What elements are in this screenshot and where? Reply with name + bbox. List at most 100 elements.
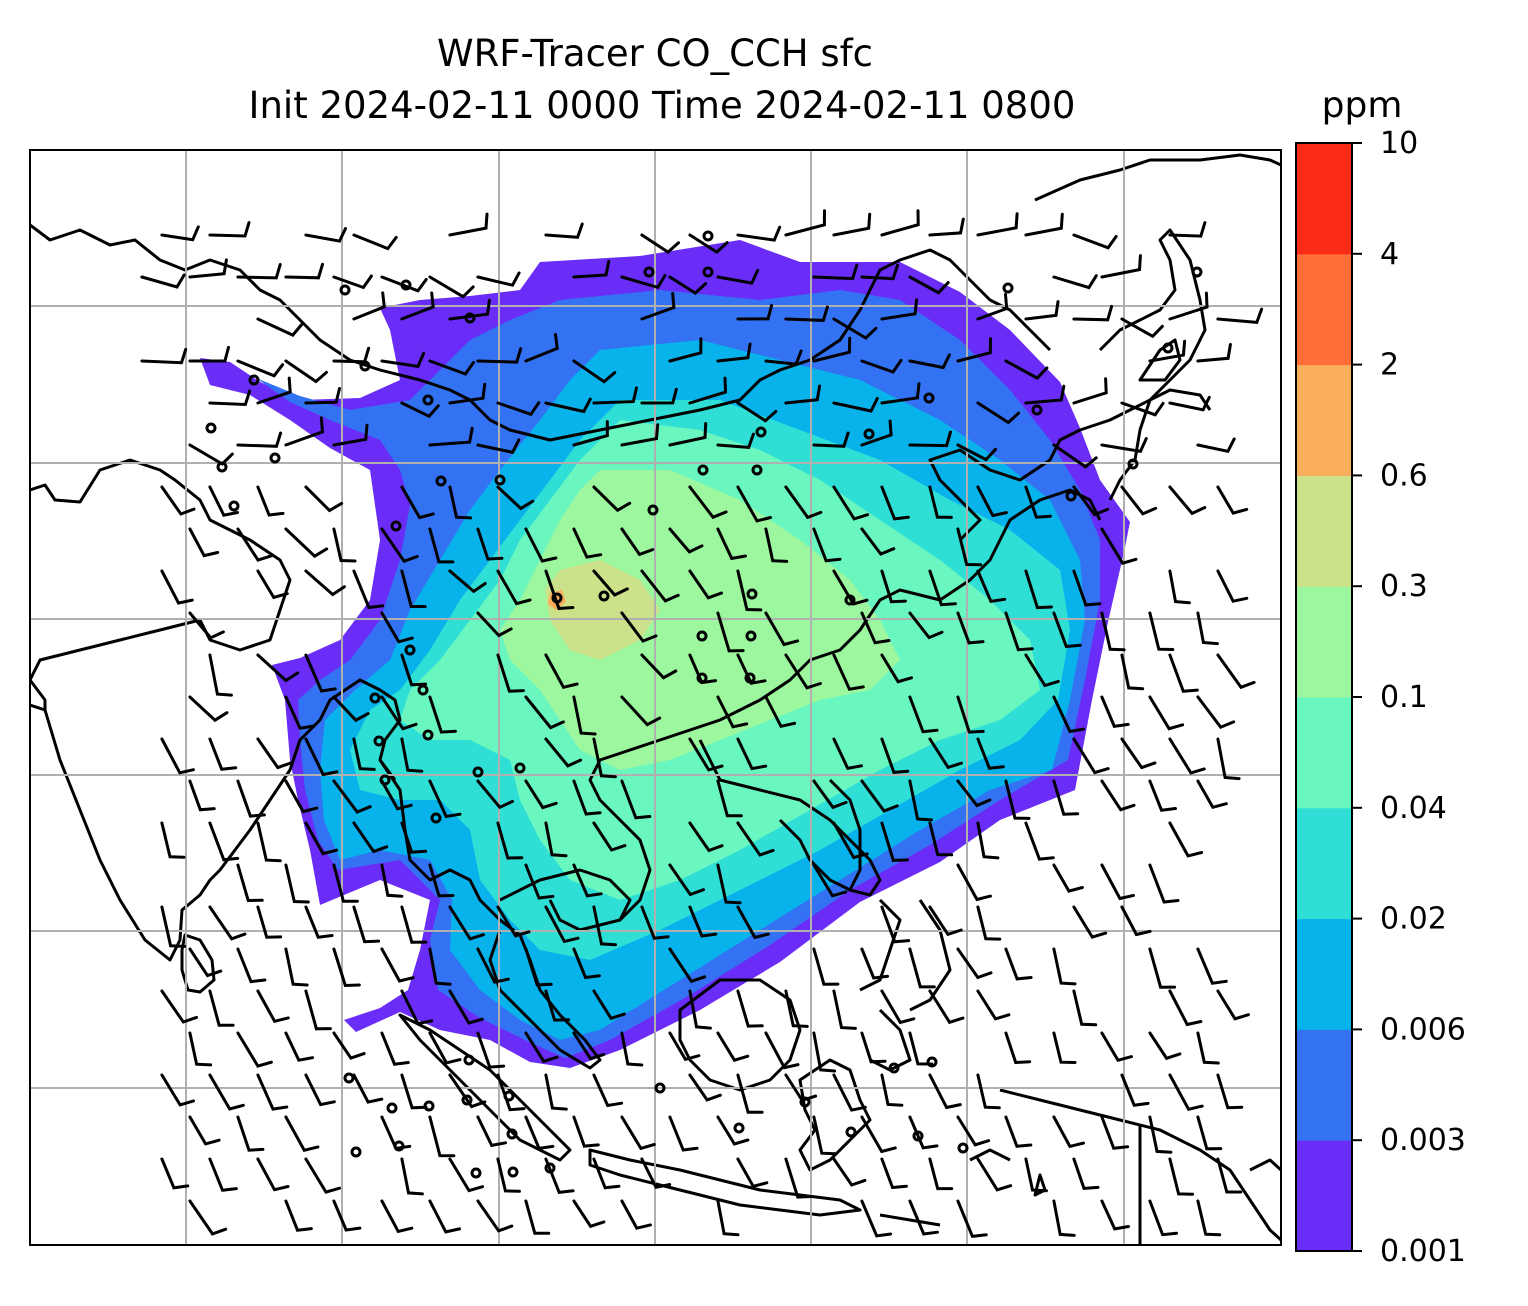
- wind-barb: [304, 1073, 336, 1107]
- calm-wind-marker: [733, 1122, 745, 1134]
- wind-barb: [1004, 947, 1033, 981]
- wind-barb: [448, 485, 472, 520]
- wind-barb: [908, 275, 950, 295]
- wind-barb: [256, 905, 283, 939]
- wind-barb: [236, 1031, 273, 1068]
- wind-barb: [160, 569, 194, 605]
- wind-barb: [1120, 317, 1164, 339]
- wind-barb: [208, 905, 247, 941]
- calm-wind-marker: [472, 766, 484, 778]
- wind-barb: [812, 527, 842, 563]
- wind-barb: [428, 1031, 462, 1065]
- wind-barb: [236, 947, 267, 984]
- wind-barb: [716, 1199, 740, 1237]
- wind-barb: [1100, 527, 1138, 565]
- wind-barb: [880, 1073, 904, 1107]
- wind-barb: [976, 569, 1007, 603]
- wind-barb: [1120, 905, 1152, 937]
- wind-barb: [1168, 291, 1209, 321]
- wind-barb: [976, 401, 1021, 425]
- wind-barb: [476, 611, 513, 638]
- wind-barb: [1148, 1115, 1173, 1154]
- wind-barb: [544, 821, 568, 858]
- calm-wind-marker: [1127, 458, 1139, 470]
- wind-barb: [1148, 863, 1180, 904]
- calm-wind-marker: [386, 1102, 398, 1114]
- wind-barb: [544, 653, 579, 690]
- wind-barb: [736, 1073, 764, 1114]
- wind-barb: [380, 863, 404, 898]
- wind-barbs: [140, 209, 1264, 1239]
- map-title-line1: WRF-Tracer CO_CCH sfc: [437, 32, 873, 75]
- wind-barb: [736, 905, 770, 940]
- wind-barb: [188, 695, 229, 723]
- wind-barb: [880, 821, 909, 862]
- wind-barb: [668, 863, 705, 897]
- wind-barb: [380, 351, 426, 368]
- wind-barb: [380, 1031, 410, 1066]
- wind-barb: [1196, 1115, 1223, 1151]
- wind-barb: [160, 1157, 190, 1190]
- wind-barb: [544, 737, 583, 768]
- colorbar-tick-label: 0.6: [1380, 458, 1428, 493]
- colorbar-tick-label: 0.3: [1380, 569, 1428, 604]
- wind-barb: [544, 569, 575, 611]
- wind-barb: [448, 1157, 484, 1193]
- coastline-lesser-sunda: [879, 1148, 1281, 1227]
- wind-barb: [1196, 611, 1219, 646]
- colorbar-band: [1296, 475, 1352, 587]
- calm-wind-marker: [269, 452, 281, 464]
- wind-barb: [284, 262, 324, 280]
- wind-barb: [572, 420, 609, 447]
- wind-barb: [1216, 307, 1264, 324]
- wind-barb: [592, 485, 632, 513]
- wind-barb: [812, 1115, 838, 1156]
- wind-barb: [428, 1199, 461, 1234]
- colorbar-tick-label: 2: [1380, 348, 1399, 383]
- wind-barb: [544, 1073, 568, 1111]
- wind-barb: [448, 905, 485, 941]
- wind-barb: [208, 989, 235, 1027]
- wind-barb: [332, 274, 373, 290]
- wind-barb: [1052, 1115, 1085, 1149]
- wind-barb: [1168, 653, 1199, 693]
- wind-barb: [380, 1199, 414, 1234]
- wind-barb: [188, 1199, 228, 1236]
- wind-barb: [544, 1157, 575, 1195]
- wind-barb: [860, 947, 890, 980]
- wind-barb: [284, 695, 316, 730]
- wind-barb: [496, 1157, 521, 1193]
- wind-barb: [832, 317, 878, 340]
- wind-barb: [524, 779, 558, 810]
- colorbar-band: [1296, 697, 1352, 809]
- wind-barb: [208, 1073, 245, 1111]
- wind-barb: [400, 821, 428, 854]
- wind-barb: [380, 527, 419, 564]
- map-panel: [30, 150, 1281, 1245]
- calm-wind-marker: [863, 428, 875, 440]
- coastline-south-asia: [30, 458, 402, 962]
- wind-barb: [880, 989, 916, 1025]
- wind-barb: [620, 527, 655, 557]
- calm-wind-marker: [461, 1094, 473, 1106]
- wind-barb: [428, 695, 457, 734]
- wind-barb: [908, 695, 939, 734]
- colorbar-band: [1296, 807, 1352, 920]
- wind-barb: [284, 863, 310, 904]
- wind-barb: [1216, 1073, 1244, 1110]
- wind-barb: [592, 989, 626, 1021]
- wind-barb: [400, 1073, 428, 1110]
- wind-barb: [188, 443, 234, 466]
- wind-barb: [832, 397, 879, 413]
- wind-barb: [592, 569, 629, 597]
- wind-barb: [956, 1115, 991, 1147]
- wind-barb: [236, 1115, 265, 1152]
- wind-barb: [284, 1031, 314, 1062]
- wind-barb: [1072, 989, 1098, 1027]
- wind-barb: [1100, 611, 1126, 652]
- wind-barb: [400, 569, 427, 608]
- wind-barb: [928, 1073, 962, 1110]
- wind-barb: [1216, 569, 1249, 603]
- wind-barb: [860, 1199, 893, 1238]
- wind-barb: [668, 1115, 699, 1152]
